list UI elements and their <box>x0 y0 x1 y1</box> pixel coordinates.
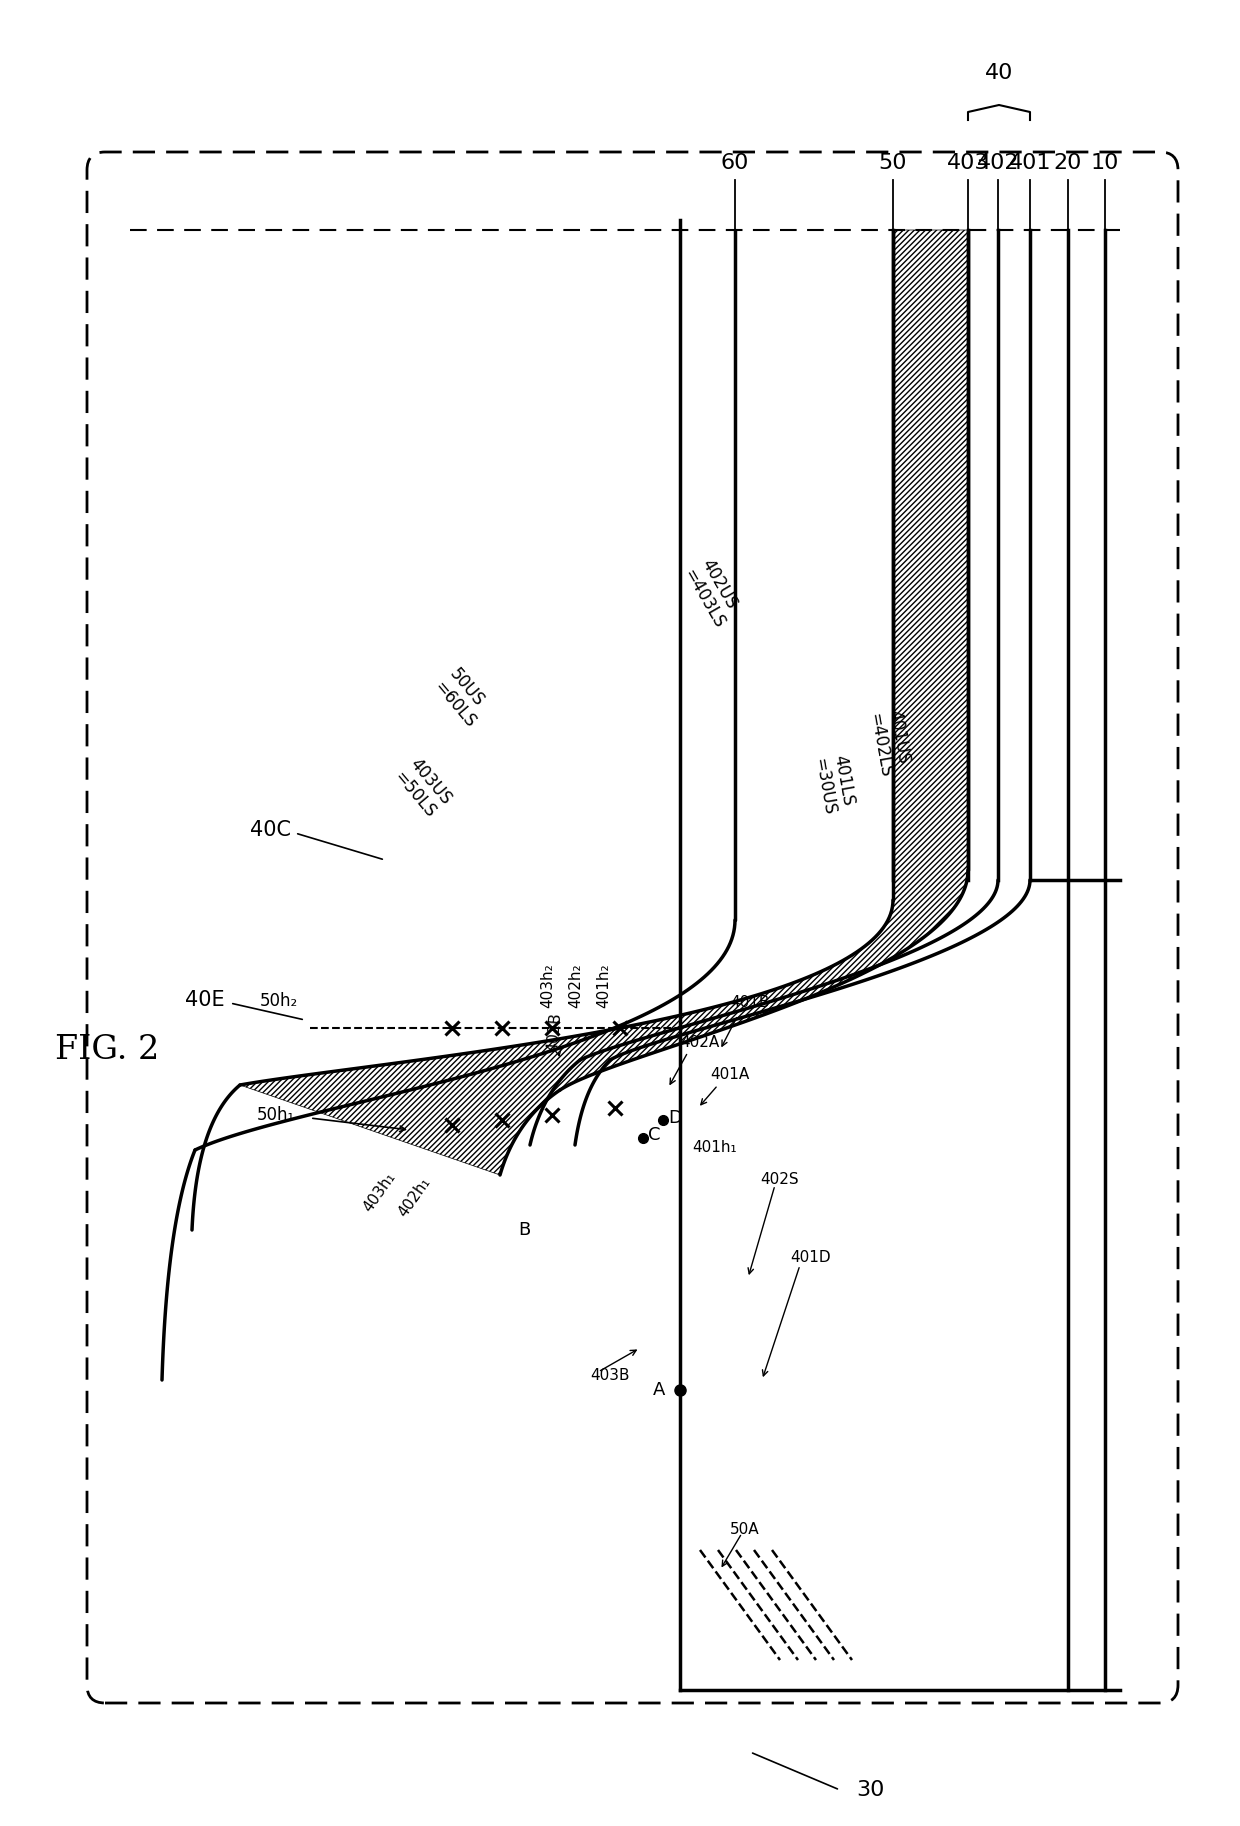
Text: 403h₂: 403h₂ <box>539 964 556 1008</box>
Text: 50A: 50A <box>730 1523 760 1537</box>
Text: C: C <box>649 1127 661 1145</box>
Text: 402h₁: 402h₁ <box>396 1174 433 1220</box>
Text: 402h₂: 402h₂ <box>568 964 583 1008</box>
Text: 402S: 402S <box>760 1172 799 1187</box>
Text: 402B: 402B <box>546 1012 563 1052</box>
Text: 401: 401 <box>1009 153 1052 173</box>
Text: 401LS
=30US: 401LS =30US <box>810 754 858 816</box>
Text: 60: 60 <box>720 153 749 173</box>
Text: 403B: 403B <box>590 1368 630 1382</box>
Text: 50h₂: 50h₂ <box>259 992 298 1010</box>
Text: 402: 402 <box>977 153 1019 173</box>
Text: 40C: 40C <box>250 820 291 840</box>
Text: 40: 40 <box>985 64 1013 82</box>
Text: 401B: 401B <box>730 995 769 1010</box>
Text: 50US
=60LS: 50US =60LS <box>430 665 495 732</box>
Text: 401A: 401A <box>711 1066 749 1083</box>
Text: 401D: 401D <box>790 1251 831 1265</box>
Text: 50h₁: 50h₁ <box>257 1107 295 1125</box>
Text: 401h₁: 401h₁ <box>692 1141 737 1156</box>
Text: D: D <box>668 1108 682 1127</box>
Text: B: B <box>518 1222 529 1240</box>
Text: 402A: 402A <box>680 1035 719 1050</box>
Text: 402US
=403LS: 402US =403LS <box>680 555 746 632</box>
Text: 20: 20 <box>1054 153 1083 173</box>
Text: 50: 50 <box>879 153 908 173</box>
Text: 403: 403 <box>947 153 990 173</box>
Text: 30: 30 <box>856 1780 884 1800</box>
Text: 401h₂: 401h₂ <box>596 964 611 1008</box>
Text: 403h₁: 403h₁ <box>360 1170 398 1214</box>
Text: A: A <box>652 1380 665 1399</box>
Text: 401US
=402LS: 401US =402LS <box>866 708 915 780</box>
Text: FIG. 2: FIG. 2 <box>55 1034 159 1066</box>
Text: 403US
=50LS: 403US =50LS <box>391 756 455 822</box>
Text: 10: 10 <box>1091 153 1120 173</box>
Text: 40E: 40E <box>185 990 224 1010</box>
